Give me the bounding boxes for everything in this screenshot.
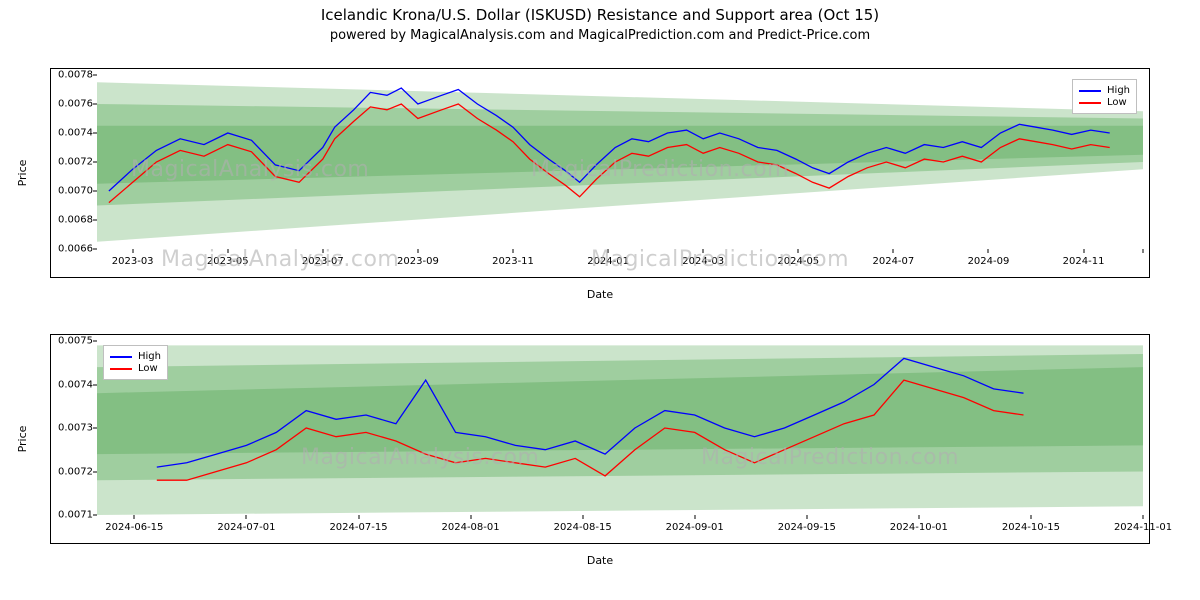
yaxis-label-bottom: Price	[16, 426, 29, 453]
ytick-label: 0.0075	[53, 336, 93, 347]
chart-sub-title: powered by MagicalAnalysis.com and Magic…	[0, 28, 1200, 43]
legend-label: High	[138, 351, 161, 362]
legend-swatch	[1079, 102, 1101, 104]
xtick-label: 2024-05	[777, 256, 819, 267]
xtick-label: 2023-07	[302, 256, 344, 267]
xtick-label: 2024-11-01	[1114, 522, 1172, 533]
watermark-a2: MagicalAnalysis.com	[161, 247, 399, 272]
xtick-mark	[246, 515, 247, 519]
ytick-label: 0.0071	[53, 510, 93, 521]
xtick-mark	[513, 249, 514, 253]
ytick-label: 0.0070	[53, 186, 93, 197]
ytick-label: 0.0073	[53, 423, 93, 434]
xtick-label: 2024-07-15	[329, 522, 387, 533]
xaxis-label-bottom: Date	[0, 554, 1200, 567]
legend-item: Low	[1079, 97, 1130, 108]
ytick-label: 0.0072	[53, 466, 93, 477]
chart-top: 0.0066 0.0068 0.0070 0.0072 0.0074 0.0076 0.00…	[50, 68, 1150, 278]
xtick-mark	[918, 515, 919, 519]
xtick-mark	[1143, 249, 1144, 253]
plot-svg	[97, 341, 1143, 515]
xtick-label: 2024-03	[682, 256, 724, 267]
legend: HighLow	[1072, 79, 1137, 114]
ytick-label: 0.0076	[53, 99, 93, 110]
xtick-mark	[322, 249, 323, 253]
plot-svg	[97, 75, 1143, 249]
xtick-label: 2024-09-15	[778, 522, 836, 533]
xtick-label: 2023-05	[207, 256, 249, 267]
legend-item: Low	[110, 363, 161, 374]
xtick-label: 2024-01	[587, 256, 629, 267]
xtick-label: 2024-08-01	[442, 522, 500, 533]
xtick-mark	[417, 249, 418, 253]
ytick-label: 0.0078	[53, 70, 93, 81]
xtick-label: 2024-09	[968, 256, 1010, 267]
legend: HighLow	[103, 345, 168, 380]
legend-label: High	[1107, 85, 1130, 96]
xtick-mark	[703, 249, 704, 253]
ytick-label: 0.0072	[53, 157, 93, 168]
xtick-label: 2024-11	[1063, 256, 1105, 267]
xtick-label: 2023-03	[112, 256, 154, 267]
xtick-label: 2024-10-01	[890, 522, 948, 533]
legend-label: Low	[1107, 97, 1127, 108]
legend-swatch	[110, 368, 132, 370]
ytick-label: 0.0068	[53, 215, 93, 226]
xtick-label: 2024-09-01	[666, 522, 724, 533]
xtick-label: 2024-07	[872, 256, 914, 267]
xtick-mark	[1083, 249, 1084, 253]
ytick-label: 0.0074	[53, 379, 93, 390]
legend-swatch	[1079, 90, 1101, 92]
xtick-label: 2024-08-15	[554, 522, 612, 533]
xtick-label: 2024-07-01	[217, 522, 275, 533]
ytick-label: 0.0074	[53, 128, 93, 139]
ytick-label: 0.0066	[53, 244, 93, 255]
xaxis-label-top: Date	[0, 288, 1200, 301]
xtick-mark	[1143, 515, 1144, 519]
chart-main-title: Icelandic Krona/U.S. Dollar (ISKUSD) Res…	[0, 6, 1200, 24]
legend-item: High	[110, 351, 161, 362]
xtick-mark	[134, 515, 135, 519]
yaxis-label-top: Price	[16, 160, 29, 187]
xtick-label: 2024-06-15	[105, 522, 163, 533]
xtick-mark	[1030, 515, 1031, 519]
xtick-mark	[798, 249, 799, 253]
xtick-mark	[470, 515, 471, 519]
xtick-label: 2023-09	[397, 256, 439, 267]
legend-label: Low	[138, 363, 158, 374]
xtick-mark	[806, 515, 807, 519]
xtick-mark	[608, 249, 609, 253]
xtick-mark	[227, 249, 228, 253]
legend-swatch	[110, 356, 132, 358]
chart-bottom: 0.0071 0.0072 0.0073 0.0074 0.0075 2024-06-15…	[50, 334, 1150, 544]
xtick-mark	[893, 249, 894, 253]
xtick-mark	[988, 249, 989, 253]
xtick-mark	[582, 515, 583, 519]
xtick-mark	[694, 515, 695, 519]
legend-item: High	[1079, 85, 1130, 96]
xtick-label: 2023-11	[492, 256, 534, 267]
xtick-mark	[358, 515, 359, 519]
xtick-mark	[132, 249, 133, 253]
xtick-label: 2024-10-15	[1002, 522, 1060, 533]
